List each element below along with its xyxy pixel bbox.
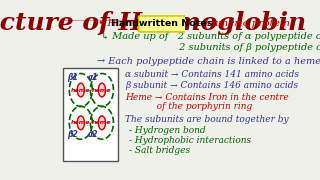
Text: heme: heme <box>71 120 91 125</box>
Text: heme: heme <box>92 120 112 125</box>
Text: of the porphyrin ring: of the porphyrin ring <box>125 102 253 111</box>
Text: β subunit → Contains 146 amino acids: β subunit → Contains 146 amino acids <box>125 81 299 90</box>
Text: β2: β2 <box>67 130 77 139</box>
Text: heme: heme <box>71 87 91 93</box>
Text: β1: β1 <box>67 73 77 82</box>
Text: - Hydrophobic interactions: - Hydrophobic interactions <box>129 136 251 145</box>
Text: ↳ Made up of   2 subunits of α polypeptide chains: ↳ Made up of 2 subunits of α polypeptide… <box>101 32 320 41</box>
Text: α subunit → Contains 141 amino acids: α subunit → Contains 141 amino acids <box>125 70 300 79</box>
Text: • Haemoglobin → tetrameric protein: • Haemoglobin → tetrameric protein <box>98 19 290 28</box>
Text: Handwritten Notes: Handwritten Notes <box>111 19 213 28</box>
FancyBboxPatch shape <box>63 68 118 161</box>
Text: The subunits are bound together by: The subunits are bound together by <box>125 115 289 124</box>
Ellipse shape <box>98 116 106 130</box>
Text: 2 subunits of β polypeptide chains: 2 subunits of β polypeptide chains <box>101 43 320 52</box>
Text: Heme → Contains Iron in the centre: Heme → Contains Iron in the centre <box>125 93 289 102</box>
Ellipse shape <box>77 83 84 97</box>
Text: - Hydrogen bond: - Hydrogen bond <box>129 126 206 135</box>
Ellipse shape <box>98 83 106 97</box>
Text: heme: heme <box>92 87 112 93</box>
Text: α2: α2 <box>88 130 98 139</box>
Text: → Each polypeptide chain is linked to a heme prosthetic group: → Each polypeptide chain is linked to a … <box>97 57 320 66</box>
FancyBboxPatch shape <box>139 16 186 32</box>
Ellipse shape <box>77 116 84 130</box>
Text: - Salt bridges: - Salt bridges <box>129 146 190 155</box>
Text: α1: α1 <box>88 73 98 82</box>
Text: Structure of Haemoglobin: Structure of Haemoglobin <box>0 11 307 35</box>
